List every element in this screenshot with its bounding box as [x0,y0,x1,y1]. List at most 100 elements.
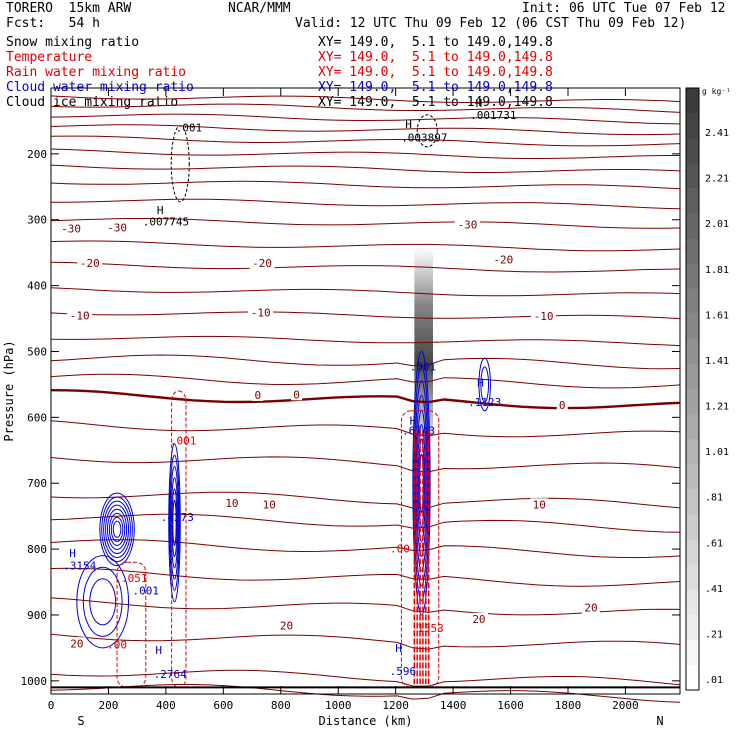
colorbar-label: 2.01 [705,219,729,230]
x-tick-label: 600 [213,699,233,712]
colorbar-cell [686,564,699,591]
temperature-label-bg [469,612,488,625]
temperature-label-bg [260,498,279,511]
isotherm [50,311,681,320]
field-snow-xy: XY= 149.0, 5.1 to 149.0,149.8 [318,35,553,50]
temperature-label: 20 [280,619,293,632]
moisture-label: .2764 [154,668,187,681]
moisture-label: .1123 [468,396,501,409]
cloud-water-contour [76,555,130,649]
temperature-label-bg [104,221,130,234]
colorbar-label: .01 [705,675,723,686]
colorbar-label: 1.01 [705,447,729,458]
isotherm [50,240,681,252]
colorbar-cell [686,288,699,315]
colorbar-cell [686,489,699,515]
colorbar-label: .61 [705,538,723,549]
isotherm [50,354,681,370]
moisture-label: .00 [107,639,127,652]
temperature-label: -30 [61,222,81,235]
field-snow: Snow mixing ratio [6,35,140,50]
y-tick-label: 800 [27,543,47,556]
colorbar: 2.41 2.21 2.01 1.81 1.61 1.41 1.21 1.01 .81 .61 .4… [685,87,731,691]
isotherm [50,633,681,650]
temperature-label-bg [556,398,568,411]
isotherm [50,567,681,587]
cloud-ice-contour [170,125,190,203]
cloud-water-contour [169,454,180,591]
isotherm [50,198,681,210]
isotherm [50,456,681,473]
cloud-water-contour [169,465,180,580]
isotherm [50,218,681,229]
temperature-label-bg [249,257,275,270]
isotherm [50,287,681,297]
valid-time: Valid: 12 UTC Thu 09 Feb 12 (06 CST Thu … [295,16,687,31]
moisture-label: .1553 [411,622,444,635]
cloud-water-contour [415,394,428,572]
colorbar-cell [686,539,699,566]
north-label: N [656,714,663,728]
colorbar-label: 2.21 [705,174,729,185]
x-tick-label: 0 [48,699,55,712]
colorbar-cell [686,514,699,540]
moisture-label: .007745 [143,216,189,229]
x-tick-label: 1400 [440,699,467,712]
cloud-water-contour [103,500,131,559]
moisture-label: .003897 [401,131,447,144]
moisture-label: H [69,547,76,560]
y-tick-label: 300 [27,214,47,227]
colorbar-cell [686,363,699,390]
temperature-label: 20 [584,602,597,615]
isotherm [50,597,681,616]
cloud-water-contour [112,520,122,538]
org-title: NCAR/MMM [228,1,291,16]
moisture-label: H [477,376,484,389]
forecast-hour: Fcst: 54 h [6,16,100,31]
moisture-label: H [395,642,402,655]
field-temperature-xy: XY= 149.0, 5.1 to 149.0,149.8 [318,50,553,65]
moisture-label: .4273 [161,511,194,524]
isotherm [50,513,681,533]
cloud-water-contour [110,516,124,542]
temperature-label: 10 [533,498,546,511]
x-tick-label: 200 [99,699,119,712]
y-tick-label: 400 [27,280,47,293]
cloud-water-contour [106,508,128,550]
south-label: S [77,714,84,728]
isotherm [50,261,681,273]
cloud-water-contour [99,492,135,567]
cloud-water-contour [412,350,431,616]
moisture-label: .001 [176,122,203,135]
colorbar-cell [686,163,699,189]
isotherm [50,135,681,147]
x-tick-label: 2000 [612,699,639,712]
x-tick-label: 800 [271,699,291,712]
colorbar-cell [686,138,699,164]
isotherm [50,113,681,125]
cloud-water-contour [168,443,181,603]
plot-area: -30 -30 -30 -20 -20 -20 -10 -10 -10 0 0 0 10 10 10 20 20… [2,87,681,728]
colorbar-cell [686,188,699,214]
isotherm [50,539,681,559]
colorbar-cell [686,263,699,290]
snow-shading [414,246,433,444]
moisture-label: .001 [170,434,197,447]
temperature-label: -30 [458,218,478,231]
temperature-label-bg [248,306,274,319]
isotherm [50,95,681,103]
isotherm [50,373,681,389]
colorbar-cell [686,338,699,365]
colorbar-cell [686,614,699,641]
moisture-label: .001 [133,585,160,598]
temperature-label-bg [252,388,264,401]
colorbar-frame [685,87,700,691]
temperature-label-bg [67,637,86,650]
y-tick-label: 900 [27,609,47,622]
plot-frame [50,87,681,695]
x-tick-label: 400 [156,699,176,712]
colorbar-cell [686,464,699,490]
colorbar-label: 1.21 [705,402,729,413]
temperature-label: 0 [254,389,261,402]
